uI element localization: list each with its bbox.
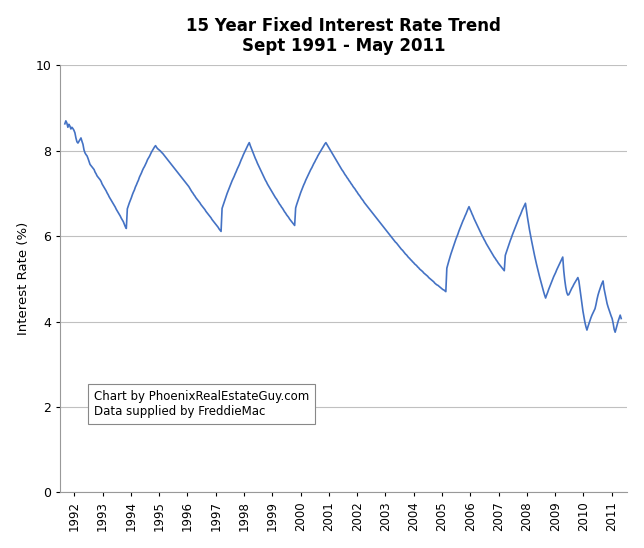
Text: Chart by PhoenixRealEstateGuy.com
Data supplied by FreddieMac: Chart by PhoenixRealEstateGuy.com Data s…	[94, 390, 309, 418]
Title: 15 Year Fixed Interest Rate Trend
Sept 1991 - May 2011: 15 Year Fixed Interest Rate Trend Sept 1…	[186, 16, 501, 55]
Y-axis label: Interest Rate (%): Interest Rate (%)	[17, 222, 30, 335]
